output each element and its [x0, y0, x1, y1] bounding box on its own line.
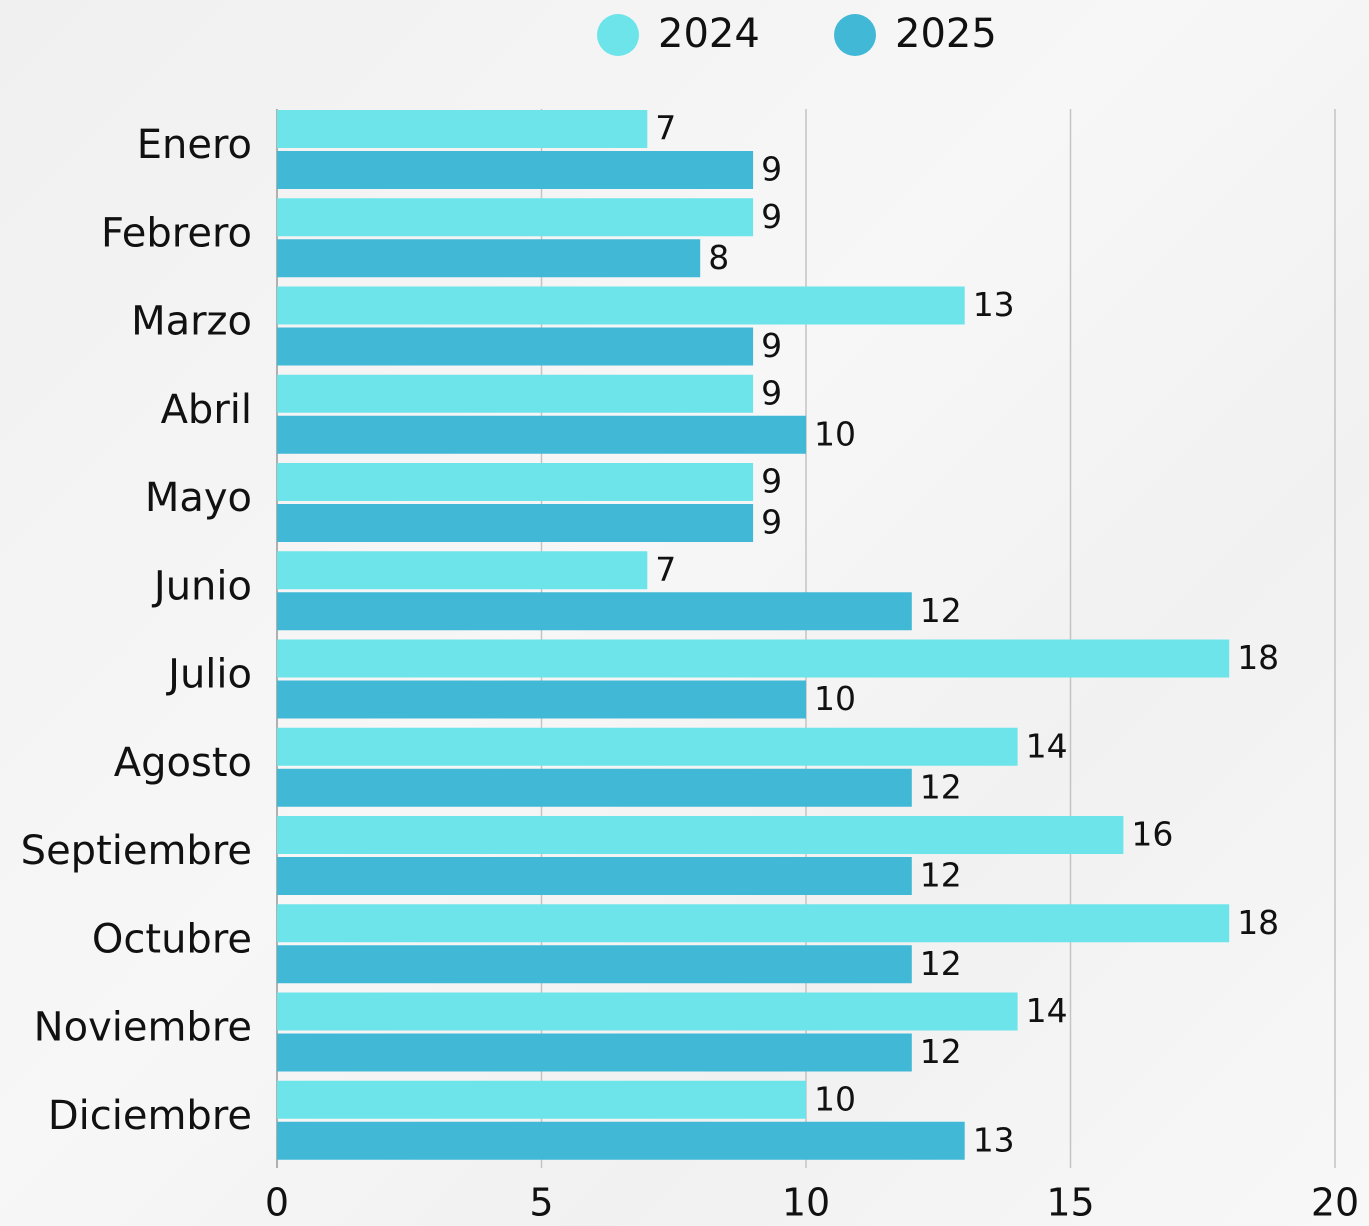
data-label: 16 — [1131, 815, 1173, 854]
bar — [277, 504, 754, 542]
data-label: 10 — [814, 414, 856, 453]
y-tick-label: Octubre — [92, 916, 252, 962]
y-tick-label: Junio — [151, 563, 252, 609]
bar — [277, 639, 1230, 678]
bar — [277, 151, 754, 189]
bar — [277, 1121, 965, 1160]
bar — [277, 1080, 806, 1119]
bar — [277, 904, 1230, 943]
data-label: 7 — [655, 109, 676, 148]
data-label: 18 — [1237, 903, 1279, 942]
bar — [277, 551, 648, 590]
bar — [277, 592, 912, 631]
y-tick-label: Marzo — [131, 299, 252, 345]
data-label: 18 — [1237, 638, 1279, 677]
data-label: 8 — [708, 238, 729, 277]
legend-swatch — [834, 14, 876, 56]
y-tick-label: Agosto — [114, 740, 252, 786]
data-label: 12 — [920, 856, 962, 895]
data-label: 7 — [655, 550, 676, 589]
data-label: 9 — [761, 503, 782, 542]
x-tick-label: 0 — [265, 1181, 289, 1225]
y-tick-label: Julio — [165, 652, 252, 698]
y-tick-label: Mayo — [145, 475, 252, 521]
data-label: 12 — [920, 767, 962, 806]
bar — [277, 286, 965, 325]
y-tick-label: Enero — [137, 122, 252, 168]
data-label: 14 — [1026, 991, 1068, 1030]
legend-label: 2025 — [895, 11, 997, 57]
data-label: 9 — [761, 150, 782, 189]
bar — [277, 239, 701, 278]
bar — [277, 198, 754, 237]
x-tick-label: 5 — [529, 1181, 553, 1225]
data-label: 9 — [761, 197, 782, 236]
data-label: 13 — [973, 1120, 1015, 1159]
bar — [277, 374, 754, 413]
data-label: 9 — [761, 462, 782, 501]
bar — [277, 415, 806, 454]
data-label: 9 — [761, 326, 782, 365]
bar — [277, 857, 912, 895]
data-label: 12 — [920, 591, 962, 630]
data-label: 12 — [920, 944, 962, 983]
y-tick-label: Diciembre — [48, 1093, 252, 1139]
x-tick-label: 20 — [1311, 1181, 1359, 1225]
bar — [277, 463, 754, 501]
data-label: 10 — [814, 679, 856, 718]
bar — [277, 992, 1018, 1031]
bar — [277, 110, 648, 148]
y-tick-label: Febrero — [101, 210, 252, 256]
x-tick-label: 15 — [1046, 1181, 1094, 1225]
bar — [277, 327, 754, 366]
y-tick-label: Abril — [161, 387, 252, 433]
bar — [277, 768, 912, 807]
data-label: 10 — [814, 1079, 856, 1118]
bar — [277, 1033, 912, 1072]
legend-label: 2024 — [658, 11, 760, 57]
x-tick-label: 10 — [782, 1181, 830, 1225]
y-tick-label: Septiembre — [21, 828, 252, 874]
y-tick-label: Noviembre — [34, 1005, 252, 1051]
legend-swatch — [597, 14, 639, 56]
bar — [277, 816, 1124, 854]
bar — [277, 727, 1018, 766]
data-label: 12 — [920, 1032, 962, 1071]
data-label: 13 — [973, 285, 1015, 324]
bar — [277, 680, 806, 719]
data-label: 14 — [1026, 726, 1068, 765]
data-label: 9 — [761, 373, 782, 412]
bar — [277, 945, 912, 984]
